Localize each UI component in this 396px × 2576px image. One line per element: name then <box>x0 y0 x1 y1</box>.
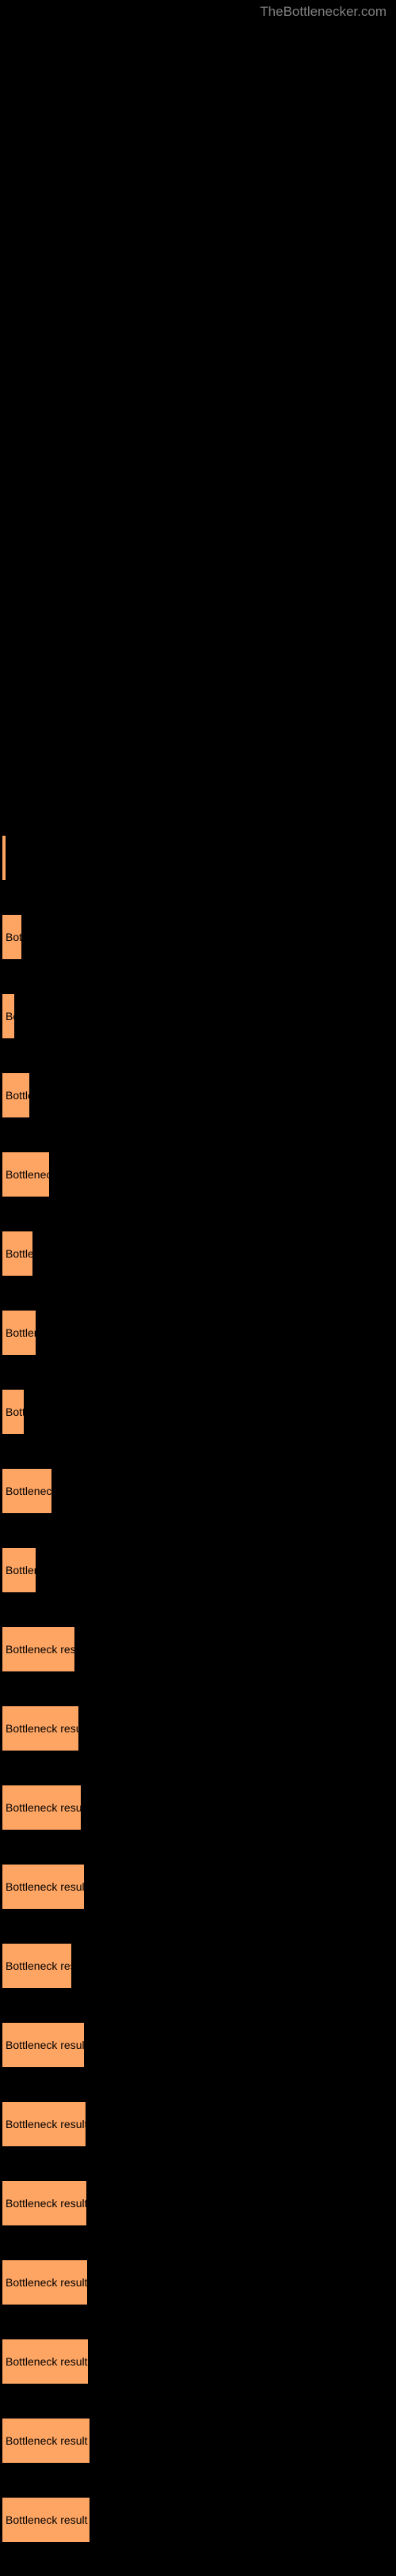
bar: Bottleneck resu <box>2 1626 75 1672</box>
bar-row: Bottleneck resul <box>2 1705 396 1751</box>
bar-row: Bottleneck result <box>2 2022 396 2068</box>
bar-row: Bottleneck <box>2 1151 396 1197</box>
bar: Bottleneck res <box>2 1943 72 1989</box>
bar: Bottle <box>2 914 22 960</box>
bar <box>2 835 6 881</box>
bar: Bottlene <box>2 1310 36 1356</box>
bar: Bottleneck <box>2 1151 50 1197</box>
bar: Bottleneck result <box>2 2180 87 2226</box>
bar-row: Bottlen <box>2 1231 396 1277</box>
bar-row: Bottl <box>2 1389 396 1435</box>
bar-chart: Bottle Bo Bottler Bottleneck Bottlen Bottlene… <box>0 0 396 2543</box>
bar: Bottlen <box>2 1231 33 1277</box>
bar-row: Bottleneck res <box>2 1943 396 1989</box>
bar-row <box>2 835 396 881</box>
bar: Bottleneck result <box>2 2418 90 2464</box>
bar: Bottleneck result <box>2 1864 85 1910</box>
bar: Bottleneck <box>2 1468 52 1514</box>
bar-row: Bottleneck result <box>2 2180 396 2226</box>
bar: Bottleneck result <box>2 1785 82 1831</box>
bar-row: Bottleneck result <box>2 1864 396 1910</box>
bar-row: Bottle <box>2 914 396 960</box>
bar-row: Bo <box>2 993 396 1039</box>
bar: Bottlene <box>2 1547 36 1593</box>
bar-row: Bottler <box>2 1072 396 1118</box>
bar: Bottleneck resul <box>2 1705 79 1751</box>
bar-row: Bottleneck result <box>2 2259 396 2305</box>
bar: Bottleneck result <box>2 2101 86 2147</box>
bar: Bottleneck result <box>2 2022 85 2068</box>
bar: Bo <box>2 993 15 1039</box>
bar: Bottleneck result <box>2 2497 90 2543</box>
bar-row: Bottleneck result <box>2 2497 396 2543</box>
bar: Bottl <box>2 1389 25 1435</box>
bar-row: Bottlene <box>2 1547 396 1593</box>
bar-row: Bottlene <box>2 1310 396 1356</box>
watermark-text: TheBottlenecker.com <box>260 4 386 20</box>
bar-row: Bottleneck resu <box>2 1626 396 1672</box>
bar-row: Bottleneck <box>2 1468 396 1514</box>
bar-row: Bottleneck result <box>2 2339 396 2384</box>
bar-row: Bottleneck result <box>2 2101 396 2147</box>
bar-row: Bottleneck result <box>2 2418 396 2464</box>
bar: Bottleneck result <box>2 2259 88 2305</box>
bar-row: Bottleneck result <box>2 1785 396 1831</box>
bar: Bottler <box>2 1072 30 1118</box>
bar: Bottleneck result <box>2 2339 89 2384</box>
